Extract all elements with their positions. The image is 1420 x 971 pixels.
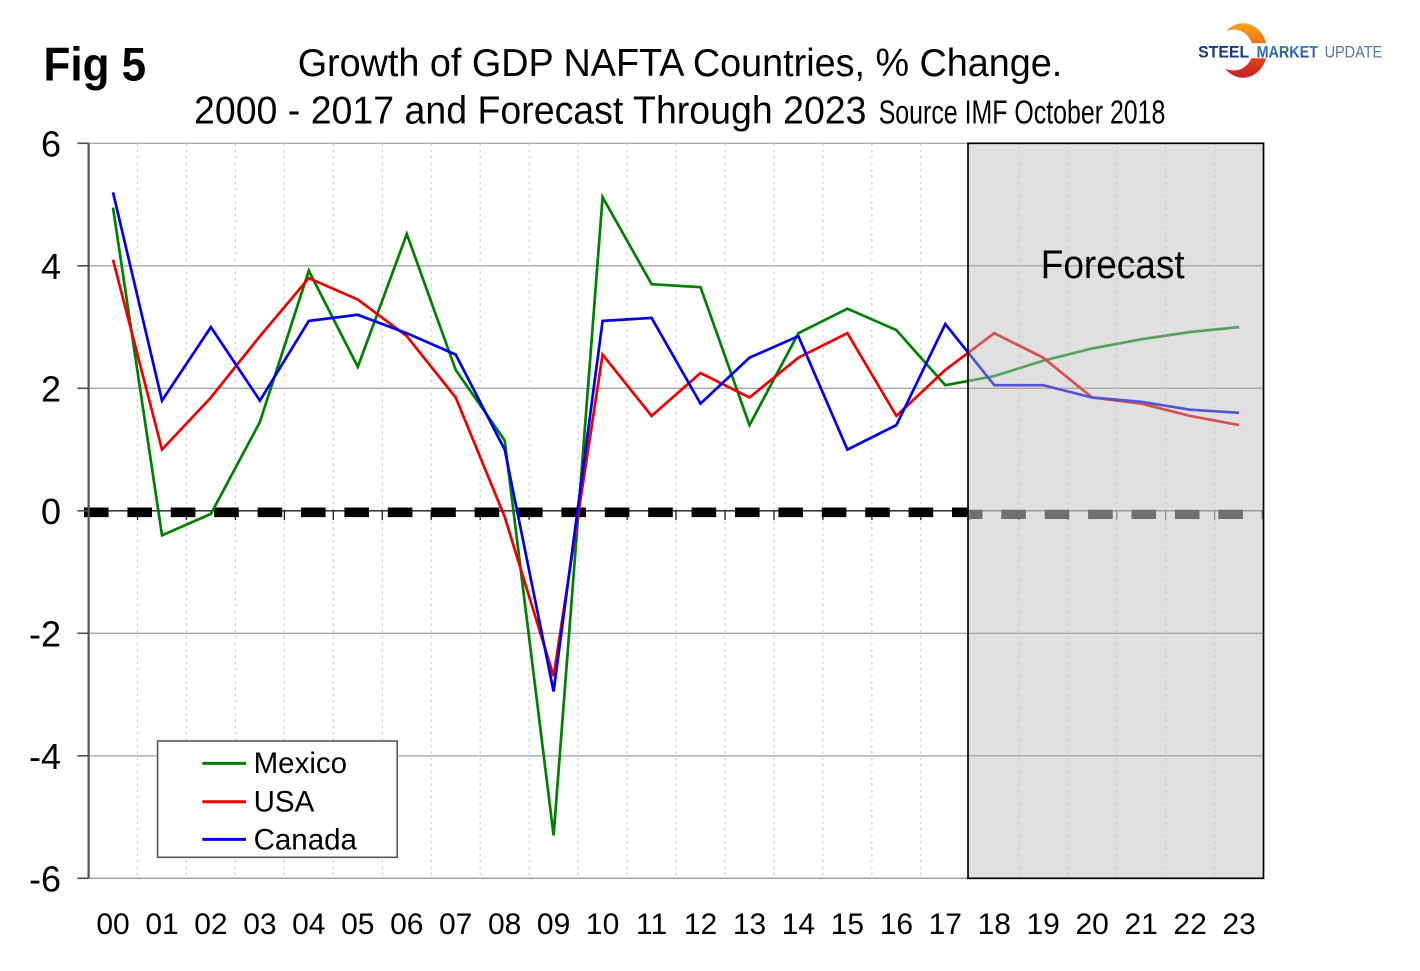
svg-text:10: 10 [586, 908, 619, 941]
svg-text:15: 15 [831, 908, 864, 941]
svg-text:13: 13 [733, 908, 766, 941]
svg-text:MARKET: MARKET [1257, 44, 1318, 62]
svg-text:14: 14 [782, 908, 815, 941]
svg-text:03: 03 [243, 908, 276, 941]
svg-text:08: 08 [488, 908, 521, 941]
svg-text:Canada: Canada [254, 823, 358, 856]
svg-text:22: 22 [1173, 908, 1206, 941]
svg-text:02: 02 [194, 908, 227, 941]
svg-text:-6: -6 [29, 858, 61, 899]
svg-text:Growth of GDP NAFTA Countries,: Growth of GDP NAFTA Countries, % Change. [298, 42, 1063, 85]
svg-text:04: 04 [292, 908, 325, 941]
svg-text:20: 20 [1076, 908, 1109, 941]
svg-text:19: 19 [1027, 908, 1060, 941]
svg-text:09: 09 [537, 908, 570, 941]
svg-text:4: 4 [41, 246, 61, 287]
svg-text:01: 01 [145, 908, 178, 941]
svg-text:USA: USA [254, 785, 315, 818]
svg-text:07: 07 [439, 908, 472, 941]
svg-text:11: 11 [636, 908, 667, 941]
svg-text:0: 0 [41, 491, 61, 532]
svg-text:06: 06 [390, 908, 423, 941]
svg-text:2: 2 [41, 368, 61, 409]
svg-text:23: 23 [1222, 908, 1255, 941]
svg-text:00: 00 [96, 908, 129, 941]
svg-text:Fig 5: Fig 5 [44, 37, 147, 90]
svg-text:16: 16 [880, 908, 913, 941]
svg-text:05: 05 [341, 908, 374, 941]
svg-text:12: 12 [684, 908, 717, 941]
svg-text:Mexico: Mexico [254, 747, 347, 780]
svg-text:2000 - 2017 and Forecast Throu: 2000 - 2017 and Forecast Through 2023 [194, 90, 867, 133]
svg-text:STEEL: STEEL [1198, 44, 1249, 62]
svg-text:Source IMF October 2018: Source IMF October 2018 [879, 94, 1166, 131]
svg-text:6: 6 [41, 123, 61, 164]
svg-text:Forecast: Forecast [1041, 243, 1185, 287]
svg-text:-4: -4 [29, 736, 61, 777]
svg-text:17: 17 [929, 908, 962, 941]
svg-text:-2: -2 [29, 613, 61, 654]
svg-text:UPDATE: UPDATE [1325, 44, 1383, 62]
svg-text:21: 21 [1125, 908, 1158, 941]
svg-text:18: 18 [978, 908, 1011, 941]
